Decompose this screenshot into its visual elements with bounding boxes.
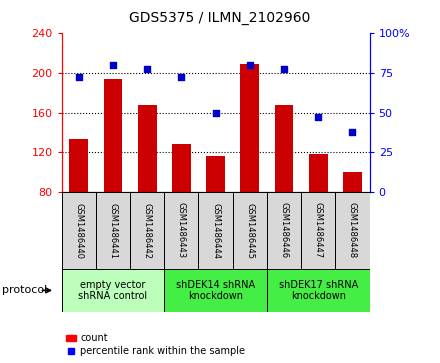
Bar bbox=[62, 269, 164, 312]
Bar bbox=[130, 192, 164, 269]
Text: GDS5375 / ILMN_2102960: GDS5375 / ILMN_2102960 bbox=[129, 11, 311, 25]
Bar bbox=[164, 269, 267, 312]
Text: GSM1486444: GSM1486444 bbox=[211, 203, 220, 258]
Bar bbox=[240, 64, 259, 272]
Text: GSM1486445: GSM1486445 bbox=[246, 203, 254, 258]
Bar bbox=[164, 192, 198, 269]
Text: GSM1486440: GSM1486440 bbox=[74, 203, 83, 258]
Text: GSM1486448: GSM1486448 bbox=[348, 203, 357, 258]
Bar bbox=[267, 269, 370, 312]
Bar bbox=[62, 192, 96, 269]
Point bbox=[315, 114, 322, 120]
Bar bbox=[343, 172, 362, 272]
Bar bbox=[103, 78, 122, 272]
Text: GSM1486447: GSM1486447 bbox=[314, 203, 323, 258]
Legend: count, percentile rank within the sample: count, percentile rank within the sample bbox=[66, 333, 245, 356]
Point bbox=[75, 74, 82, 80]
Point bbox=[143, 66, 150, 72]
Text: GSM1486442: GSM1486442 bbox=[143, 203, 152, 258]
Text: GSM1486443: GSM1486443 bbox=[177, 203, 186, 258]
Text: shDEK17 shRNA
knockdown: shDEK17 shRNA knockdown bbox=[279, 280, 358, 301]
Bar bbox=[335, 192, 370, 269]
Bar bbox=[96, 192, 130, 269]
Point bbox=[110, 62, 117, 68]
Text: GSM1486441: GSM1486441 bbox=[108, 203, 117, 258]
Point bbox=[246, 62, 253, 68]
Bar bbox=[198, 192, 233, 269]
Point bbox=[212, 110, 219, 115]
Text: GSM1486446: GSM1486446 bbox=[279, 203, 289, 258]
Bar bbox=[70, 139, 88, 272]
Bar bbox=[301, 192, 335, 269]
Text: shDEK14 shRNA
knockdown: shDEK14 shRNA knockdown bbox=[176, 280, 255, 301]
Text: empty vector
shRNA control: empty vector shRNA control bbox=[78, 280, 147, 301]
Bar bbox=[275, 105, 293, 272]
Bar bbox=[206, 156, 225, 272]
Point bbox=[349, 129, 356, 135]
Text: protocol: protocol bbox=[2, 285, 48, 295]
Point bbox=[178, 74, 185, 80]
Bar bbox=[267, 192, 301, 269]
Bar bbox=[309, 155, 328, 272]
Bar bbox=[172, 144, 191, 272]
Bar bbox=[233, 192, 267, 269]
Point bbox=[281, 66, 288, 72]
Bar bbox=[138, 105, 157, 272]
